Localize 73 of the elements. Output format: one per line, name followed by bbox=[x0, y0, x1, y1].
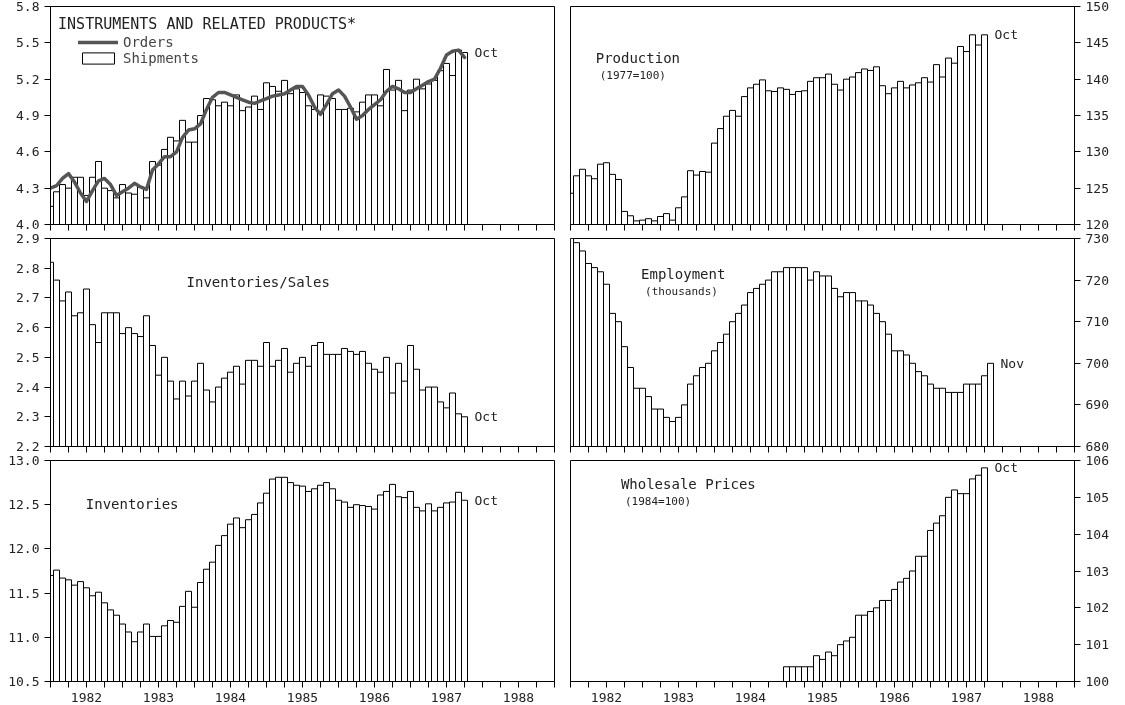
x-tick-label: 1988 bbox=[502, 689, 535, 705]
y-tick-label: 5.8 bbox=[16, 0, 40, 14]
y2-tick-label: 730 bbox=[1085, 231, 1109, 246]
text: Employment bbox=[641, 265, 726, 282]
y2-tick-label: 710 bbox=[1085, 314, 1109, 330]
text: Wholesale Prices bbox=[620, 475, 756, 492]
y-tick-label: 2.8 bbox=[16, 260, 40, 276]
x-tick-label: 1987 bbox=[430, 689, 463, 705]
legend-label: Shipments bbox=[123, 50, 199, 66]
y2-tick-label: 120 bbox=[1085, 217, 1109, 232]
y-tick-label: 4.3 bbox=[16, 180, 40, 196]
y2-tick-label: 680 bbox=[1085, 439, 1109, 454]
y-tick-label: 12.0 bbox=[8, 541, 40, 557]
y2-tick-label: 690 bbox=[1085, 397, 1109, 413]
text: Inventories/Sales bbox=[186, 273, 330, 290]
x-tick-label: 1985 bbox=[286, 689, 319, 705]
x-tick-label: 1982 bbox=[590, 689, 623, 705]
y-tick-label: 2.9 bbox=[16, 231, 40, 246]
text: Inventories bbox=[85, 495, 179, 512]
y2-tick-label: 700 bbox=[1085, 355, 1109, 371]
y-tick-label: 4.9 bbox=[16, 108, 40, 123]
y2-tick-label: 150 bbox=[1085, 0, 1109, 14]
y2-tick-label: 102 bbox=[1085, 600, 1109, 616]
y-tick-label: 4.6 bbox=[16, 144, 40, 160]
y2-tick-label: 105 bbox=[1085, 489, 1109, 505]
text: (1984=100) bbox=[624, 494, 692, 508]
y-tick-label: 2.3 bbox=[16, 409, 40, 425]
annotation: Nov bbox=[1000, 355, 1025, 371]
y2-tick-label: 100 bbox=[1085, 674, 1109, 689]
y2-tick-label: 101 bbox=[1085, 637, 1109, 653]
x-tick-label: 1987 bbox=[950, 689, 983, 705]
y-tick-label: 12.5 bbox=[8, 497, 40, 513]
x-tick-label: 1984 bbox=[214, 689, 247, 705]
annotation: Oct bbox=[474, 492, 498, 508]
x-tick-label: 1986 bbox=[878, 689, 911, 705]
y2-tick-label: 104 bbox=[1085, 526, 1110, 542]
text: Production bbox=[595, 50, 680, 67]
y-tick-label: 13.0 bbox=[8, 453, 40, 468]
y2-tick-label: 145 bbox=[1085, 35, 1109, 51]
x-tick-label: 1983 bbox=[142, 689, 175, 705]
annotation: Oct bbox=[994, 460, 1018, 476]
x-tick-label: 1986 bbox=[358, 689, 391, 705]
y2-tick-label: 130 bbox=[1085, 144, 1109, 160]
y-tick-label: 2.6 bbox=[16, 320, 40, 336]
y-tick-label: 10.5 bbox=[8, 674, 40, 689]
y-tick-label: 5.2 bbox=[16, 71, 40, 87]
y-tick-label: 5.5 bbox=[16, 35, 40, 51]
text: (thousands) bbox=[645, 284, 718, 298]
text: INSTRUMENTS AND RELATED PRODUCTS* bbox=[58, 15, 357, 34]
y2-tick-label: 125 bbox=[1085, 180, 1109, 196]
y2-tick-label: 135 bbox=[1085, 108, 1109, 123]
y-tick-label: 11.0 bbox=[8, 629, 40, 645]
x-tick-label: 1982 bbox=[70, 689, 103, 705]
y-tick-label: 4.0 bbox=[16, 217, 40, 232]
y2-tick-label: 140 bbox=[1085, 71, 1109, 87]
legend-label: Orders bbox=[123, 34, 174, 50]
x-tick-label: 1984 bbox=[734, 689, 767, 705]
y-tick-label: 2.4 bbox=[16, 379, 40, 395]
y2-tick-label: 106 bbox=[1085, 453, 1109, 468]
annotation: Oct bbox=[994, 27, 1018, 43]
x-tick-label: 1985 bbox=[806, 689, 839, 705]
y-tick-label: 11.5 bbox=[8, 585, 40, 601]
line-series bbox=[50, 48, 467, 204]
y2-tick-label: 720 bbox=[1085, 272, 1109, 288]
y-tick-label: 2.7 bbox=[16, 290, 40, 306]
text: (1977=100) bbox=[599, 69, 666, 83]
annotation: Oct bbox=[474, 45, 498, 61]
y-tick-label: 2.5 bbox=[16, 349, 40, 365]
x-tick-label: 1988 bbox=[1022, 689, 1055, 705]
y-tick-label: 2.2 bbox=[16, 439, 40, 454]
x-tick-label: 1983 bbox=[662, 689, 695, 705]
y2-tick-label: 103 bbox=[1085, 563, 1109, 579]
annotation: Oct bbox=[474, 409, 498, 425]
